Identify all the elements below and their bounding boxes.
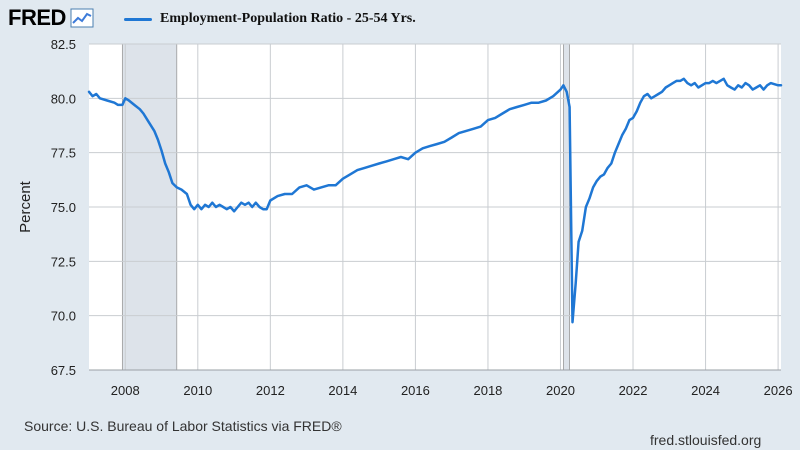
y-tick-label: 72.5 [51,254,76,269]
chart-legend: Employment-Population Ratio - 25-54 Yrs. [124,11,416,27]
x-tick-label: 2008 [111,383,140,398]
source-note: Source: U.S. Bureau of Labor Statistics … [24,418,342,434]
x-tick-label: 2014 [328,383,357,398]
x-tick-label: 2018 [473,383,502,398]
legend-label: Employment-Population Ratio - 25-54 Yrs. [160,11,416,26]
fred-logo[interactable]: FRED [8,5,94,30]
x-tick-label: 2016 [401,383,430,398]
y-tick-label: 70.0 [51,309,76,324]
y-axis-label: Percent [17,180,34,233]
legend-swatch [124,17,152,21]
y-tick-label: 67.5 [51,363,76,378]
x-tick-label: 2024 [691,383,720,398]
line-chart-icon [70,8,94,28]
site-link[interactable]: fred.stlouisfed.org [650,432,762,448]
x-tick-label: 2022 [619,383,648,398]
fred-logo-text: FRED [8,5,66,30]
y-tick-label: 80.0 [51,91,76,106]
x-tick-label: 2026 [764,383,793,398]
chart-header: FRED Employment-Population Ratio - 25-54… [0,0,800,36]
y-tick-label: 77.5 [51,146,76,161]
x-tick-label: 2012 [256,383,285,398]
y-tick-label: 82.5 [51,37,76,52]
x-tick-label: 2020 [546,383,575,398]
series-line [87,77,783,324]
y-tick-label: 75.0 [51,200,76,215]
x-tick-label: 2010 [183,383,212,398]
